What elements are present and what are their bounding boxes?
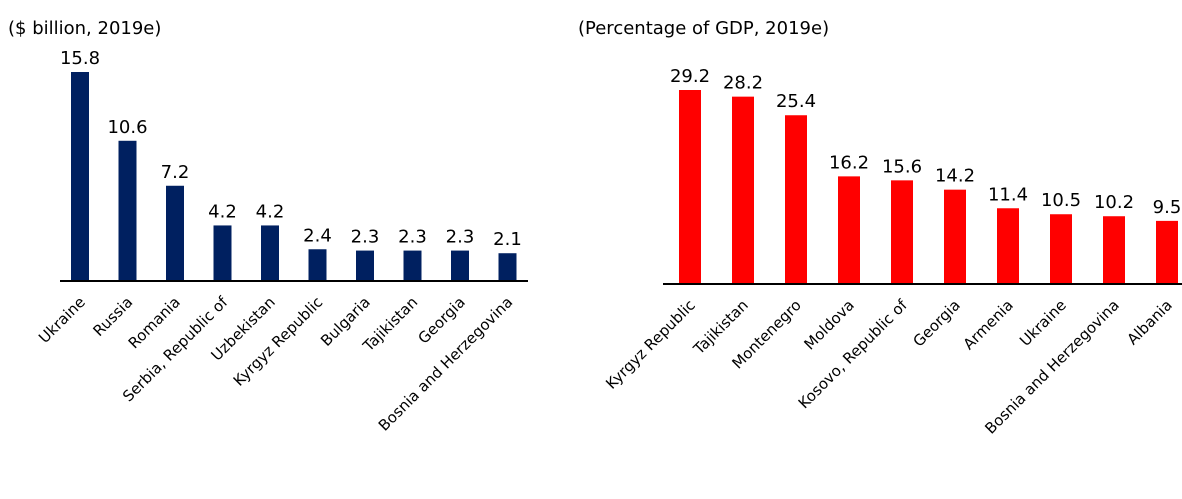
data-label: 28.2 [723, 73, 763, 94]
x-tick-label: Kyrgyz Republic [602, 296, 699, 393]
data-label: 15.8 [60, 48, 100, 69]
data-label: 2.3 [351, 227, 380, 248]
bar [1156, 220, 1178, 284]
bar [356, 250, 374, 281]
chart-subtitle: (Percentage of GDP, 2019e) [578, 18, 829, 39]
data-label: 4.2 [208, 201, 237, 222]
bar [944, 189, 966, 284]
bar [308, 249, 327, 281]
data-label: 25.4 [776, 91, 816, 112]
x-tick-label: Kyrgyz Republic [230, 293, 327, 390]
bar [891, 180, 913, 284]
x-tick-label: Albania [1123, 296, 1175, 348]
bar [451, 250, 469, 281]
bar [118, 140, 137, 281]
x-tick-label: Ukraine [1016, 296, 1070, 350]
data-label: 2.1 [493, 229, 522, 250]
bar [403, 250, 422, 281]
bar [679, 90, 701, 284]
x-tick-label: Georgia [910, 296, 964, 350]
bar [498, 253, 517, 281]
chart-subtitle: ($ billion, 2019e) [8, 18, 161, 39]
data-label: 2.3 [398, 227, 427, 248]
bar [1050, 214, 1072, 284]
data-label: 10.5 [1041, 190, 1081, 211]
x-tick-label: Russia [89, 293, 136, 340]
bar [732, 96, 754, 285]
data-label: 29.2 [670, 66, 710, 87]
data-label: 9.5 [1153, 197, 1182, 218]
data-label: 10.6 [107, 117, 147, 138]
bar [1103, 216, 1125, 284]
bar [838, 176, 860, 284]
data-label: 4.2 [256, 201, 285, 222]
x-tick-label: Ukraine [35, 293, 89, 347]
data-label: 11.4 [988, 184, 1028, 205]
data-label: 7.2 [161, 162, 190, 183]
bar [785, 115, 807, 284]
bar [71, 72, 89, 281]
data-label: 2.3 [446, 227, 475, 248]
bar [261, 225, 279, 281]
data-label: 14.2 [935, 166, 975, 187]
bar [213, 225, 232, 281]
bar [166, 185, 184, 281]
data-label: 10.2 [1094, 192, 1134, 213]
data-label: 16.2 [829, 152, 869, 173]
data-label: 15.6 [882, 156, 922, 177]
bar [997, 208, 1019, 284]
data-label: 2.4 [303, 225, 332, 246]
x-tick-label: Armenia [960, 296, 1017, 353]
